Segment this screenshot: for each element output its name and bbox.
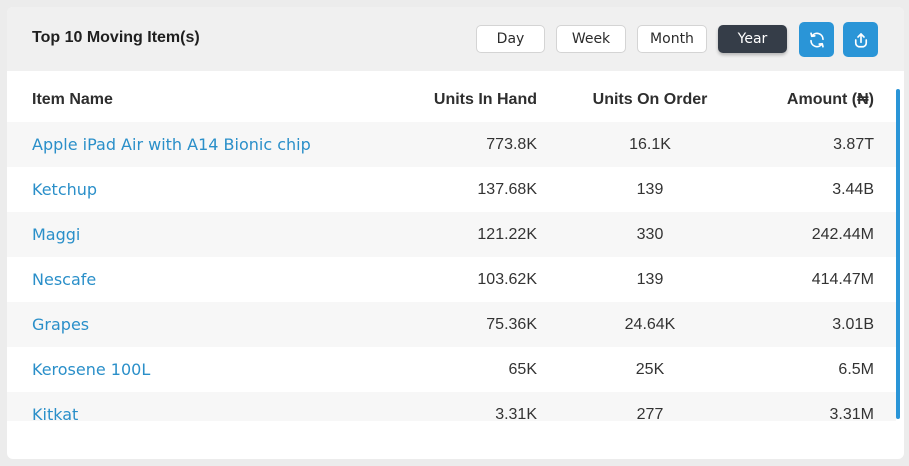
filter-month-button[interactable]: Month <box>637 25 707 53</box>
refresh-button[interactable] <box>799 22 834 57</box>
column-header-amount[interactable]: Amount (₦) <box>786 91 874 108</box>
item-name-link[interactable]: Kitkat <box>32 405 79 421</box>
table-row: Apple iPad Air with A14 Bionic chip 773.… <box>7 122 896 167</box>
item-name-link[interactable]: Grapes <box>32 315 90 334</box>
amount-cell: 3.01B <box>832 316 874 333</box>
units-on-order-cell: 139 <box>636 181 664 198</box>
table-row: Kerosene 100L 65K 25K 6.5M <box>7 347 896 392</box>
column-header-item-name[interactable]: Item Name <box>32 91 113 108</box>
units-on-order-cell: 25K <box>635 361 665 378</box>
units-in-hand-cell: 121.22K <box>477 226 537 243</box>
export-button[interactable] <box>843 22 878 57</box>
column-header-units-in-hand[interactable]: Units In Hand <box>433 91 537 108</box>
item-name-link[interactable]: Kerosene 100L <box>32 360 151 379</box>
units-on-order-cell: 139 <box>636 271 664 288</box>
upload-icon <box>854 32 867 48</box>
units-in-hand-cell: 75.36K <box>486 316 537 333</box>
filter-day-button[interactable]: Day <box>476 25 545 53</box>
top-moving-items-card: Top 10 Moving Item(s) Day Week Month Yea… <box>7 7 904 459</box>
units-in-hand-cell: 773.8K <box>486 136 537 153</box>
refresh-icon <box>809 31 824 48</box>
units-in-hand-cell: 65K <box>508 361 537 378</box>
amount-cell: 242.44M <box>811 226 874 243</box>
table-row: Nescafe 103.62K 139 414.47M <box>7 257 896 302</box>
units-on-order-cell: 24.64K <box>624 316 676 333</box>
card-header: Top 10 Moving Item(s) Day Week Month Yea… <box>7 7 904 71</box>
amount-cell: 3.31M <box>829 406 874 421</box>
filter-year-button[interactable]: Year <box>718 25 787 53</box>
table-row: Kitkat 3.31K 277 3.31M <box>7 392 896 421</box>
units-in-hand-cell: 103.62K <box>477 271 537 288</box>
units-on-order-cell: 16.1K <box>629 136 671 153</box>
item-name-link[interactable]: Apple iPad Air with A14 Bionic chip <box>32 135 311 154</box>
amount-cell: 414.47M <box>811 271 874 288</box>
items-table: Item Name Units In Hand Units On Order A… <box>7 71 904 421</box>
amount-cell: 3.44B <box>832 181 874 198</box>
table-row: Maggi 121.22K 330 242.44M <box>7 212 896 257</box>
table-header-row: Item Name Units In Hand Units On Order A… <box>7 77 896 122</box>
item-name-link[interactable]: Maggi <box>32 225 81 244</box>
units-on-order-cell: 330 <box>636 226 664 243</box>
units-in-hand-cell: 3.31K <box>495 406 537 421</box>
amount-cell: 3.87T <box>833 136 874 153</box>
column-header-units-on-order[interactable]: Units On Order <box>592 91 708 108</box>
table-row: Ketchup 137.68K 139 3.44B <box>7 167 896 212</box>
units-on-order-cell: 277 <box>636 406 664 421</box>
filter-week-button[interactable]: Week <box>556 25 626 53</box>
table-scrollbar[interactable] <box>896 89 900 419</box>
amount-cell: 6.5M <box>838 361 874 378</box>
item-name-link[interactable]: Nescafe <box>32 270 97 289</box>
units-in-hand-cell: 137.68K <box>477 181 537 198</box>
table-row: Grapes 75.36K 24.64K 3.01B <box>7 302 896 347</box>
card-title: Top 10 Moving Item(s) <box>32 29 200 46</box>
item-name-link[interactable]: Ketchup <box>32 180 98 199</box>
